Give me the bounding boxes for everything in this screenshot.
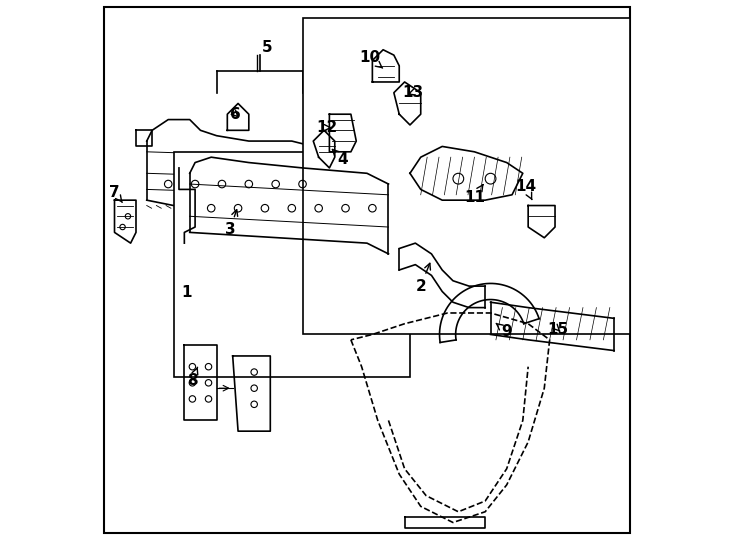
Text: 1: 1 bbox=[181, 285, 192, 300]
Text: 10: 10 bbox=[359, 50, 382, 68]
Text: 4: 4 bbox=[333, 150, 348, 167]
Text: 15: 15 bbox=[547, 322, 568, 336]
Text: 7: 7 bbox=[109, 185, 123, 202]
Text: 14: 14 bbox=[515, 179, 536, 200]
Text: 13: 13 bbox=[402, 85, 424, 100]
Text: 11: 11 bbox=[464, 185, 485, 205]
Text: 2: 2 bbox=[415, 264, 430, 294]
Bar bbox=[302, 17, 631, 334]
Text: 9: 9 bbox=[496, 323, 512, 339]
Text: 5: 5 bbox=[262, 40, 273, 56]
Text: 6: 6 bbox=[230, 107, 241, 122]
Text: 8: 8 bbox=[187, 367, 197, 388]
Text: 3: 3 bbox=[225, 210, 238, 237]
Bar bbox=[174, 152, 410, 377]
Text: 12: 12 bbox=[316, 120, 338, 135]
